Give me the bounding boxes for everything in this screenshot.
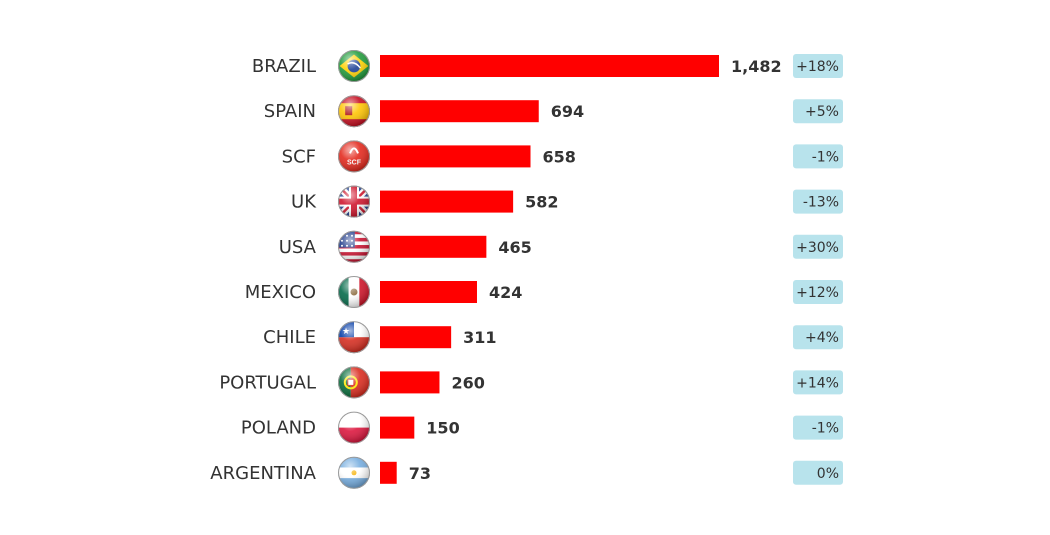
category-label: SPAIN bbox=[264, 101, 316, 122]
change-badge bbox=[793, 144, 843, 169]
bar bbox=[380, 100, 539, 123]
bar bbox=[380, 190, 514, 213]
value-label: 150 bbox=[426, 419, 459, 438]
portugal-flag-icon bbox=[338, 366, 370, 399]
bar bbox=[380, 281, 477, 303]
brazil-flag-icon bbox=[338, 50, 370, 82]
bar bbox=[380, 235, 487, 258]
change-badge bbox=[793, 460, 843, 485]
chart-row: UK 582 -13% bbox=[291, 185, 843, 218]
bar bbox=[380, 145, 531, 168]
spain-flag-icon bbox=[338, 95, 370, 128]
chart-row: CHILE ★ 311 +4% bbox=[263, 321, 843, 354]
change-label: +12% bbox=[796, 285, 839, 301]
uk-flag-icon bbox=[338, 185, 370, 218]
chart-row: USA 465 +30% bbox=[279, 230, 843, 263]
change-label: +4% bbox=[805, 330, 839, 346]
chart-row: SPAIN 694 +5% bbox=[264, 95, 843, 128]
change-label: -1% bbox=[812, 421, 839, 437]
value-label: 1,482 bbox=[731, 57, 782, 76]
chart-row: SCF SCF 658 -1% bbox=[282, 140, 843, 173]
value-label: 658 bbox=[543, 147, 576, 166]
chart-row: MEXICO 424 +12% bbox=[245, 276, 843, 308]
change-badge bbox=[793, 234, 843, 259]
change-badge bbox=[793, 54, 843, 78]
change-label: -1% bbox=[812, 149, 839, 165]
poland-flag-icon bbox=[338, 411, 370, 444]
category-label: MEXICO bbox=[245, 282, 316, 303]
chart-row: PORTUGAL 260 +14% bbox=[219, 366, 843, 399]
category-label: POLAND bbox=[241, 418, 316, 439]
category-label: USA bbox=[279, 237, 317, 258]
change-badge bbox=[793, 99, 843, 124]
change-badge bbox=[793, 189, 843, 214]
category-label: BRAZIL bbox=[252, 56, 316, 77]
change-label: +18% bbox=[796, 59, 839, 75]
value-label: 465 bbox=[498, 238, 531, 257]
change-label: -13% bbox=[803, 195, 839, 211]
value-label: 73 bbox=[409, 464, 431, 483]
chart-row: BRAZIL 1,482 +18% bbox=[252, 50, 843, 82]
bar bbox=[380, 55, 719, 77]
change-label: +5% bbox=[805, 104, 839, 120]
bar bbox=[380, 416, 415, 439]
usa-flag-icon bbox=[338, 230, 370, 263]
category-label: SCF bbox=[282, 146, 316, 167]
change-label: +30% bbox=[796, 240, 839, 256]
chart-row: ARGENTINA 73 0% bbox=[210, 456, 843, 489]
bar bbox=[380, 371, 440, 394]
argentina-flag-icon bbox=[338, 456, 370, 489]
change-badge bbox=[793, 280, 843, 304]
change-badge bbox=[793, 370, 843, 395]
category-label: UK bbox=[291, 192, 317, 213]
category-label: PORTUGAL bbox=[219, 372, 316, 393]
mexico-flag-icon bbox=[338, 276, 370, 308]
category-label: CHILE bbox=[263, 327, 316, 348]
scf-logo-icon: SCF bbox=[338, 140, 370, 173]
bar bbox=[380, 461, 397, 484]
change-label: 0% bbox=[817, 466, 839, 482]
chile-flag-icon: ★ bbox=[338, 321, 370, 354]
value-label: 694 bbox=[551, 102, 584, 121]
value-label: 582 bbox=[525, 193, 558, 212]
change-badge bbox=[793, 415, 843, 440]
change-badge bbox=[793, 325, 843, 350]
change-label: +14% bbox=[796, 375, 839, 391]
category-label: ARGENTINA bbox=[210, 463, 316, 484]
chart-row: POLAND 150 -1% bbox=[241, 411, 843, 444]
value-label: 260 bbox=[451, 373, 484, 392]
value-label: 424 bbox=[489, 283, 522, 302]
bar bbox=[380, 326, 452, 349]
value-label: 311 bbox=[463, 328, 496, 347]
